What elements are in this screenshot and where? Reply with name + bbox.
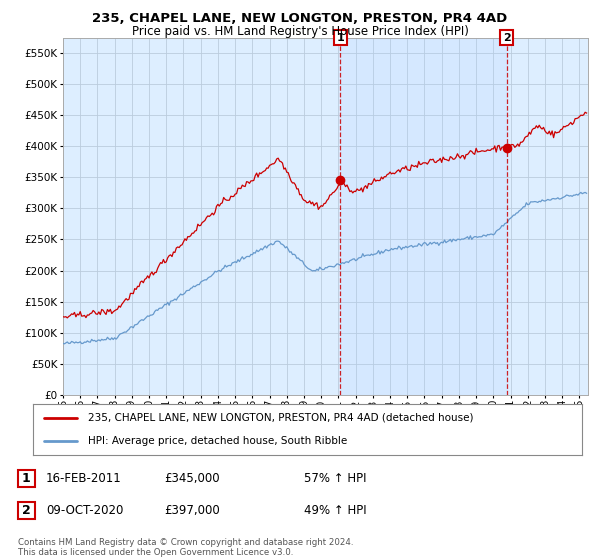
Text: Price paid vs. HM Land Registry's House Price Index (HPI): Price paid vs. HM Land Registry's House … — [131, 25, 469, 38]
Text: 235, CHAPEL LANE, NEW LONGTON, PRESTON, PR4 4AD: 235, CHAPEL LANE, NEW LONGTON, PRESTON, … — [92, 12, 508, 25]
Text: 16-FEB-2011: 16-FEB-2011 — [46, 472, 122, 485]
Text: 57% ↑ HPI: 57% ↑ HPI — [304, 472, 367, 485]
Text: HPI: Average price, detached house, South Ribble: HPI: Average price, detached house, Sout… — [88, 436, 347, 446]
Text: 1: 1 — [337, 32, 344, 43]
Text: £345,000: £345,000 — [164, 472, 220, 485]
FancyBboxPatch shape — [17, 502, 35, 520]
Text: 09-OCT-2020: 09-OCT-2020 — [46, 505, 124, 517]
Text: Contains HM Land Registry data © Crown copyright and database right 2024.
This d: Contains HM Land Registry data © Crown c… — [18, 538, 353, 557]
Bar — [340, 38, 506, 395]
Text: 2: 2 — [22, 505, 31, 517]
Text: 1: 1 — [22, 472, 31, 485]
FancyBboxPatch shape — [17, 470, 35, 487]
Text: 49% ↑ HPI: 49% ↑ HPI — [304, 505, 367, 517]
Text: £397,000: £397,000 — [164, 505, 220, 517]
Text: 2: 2 — [503, 32, 511, 43]
Text: 235, CHAPEL LANE, NEW LONGTON, PRESTON, PR4 4AD (detached house): 235, CHAPEL LANE, NEW LONGTON, PRESTON, … — [88, 413, 473, 423]
